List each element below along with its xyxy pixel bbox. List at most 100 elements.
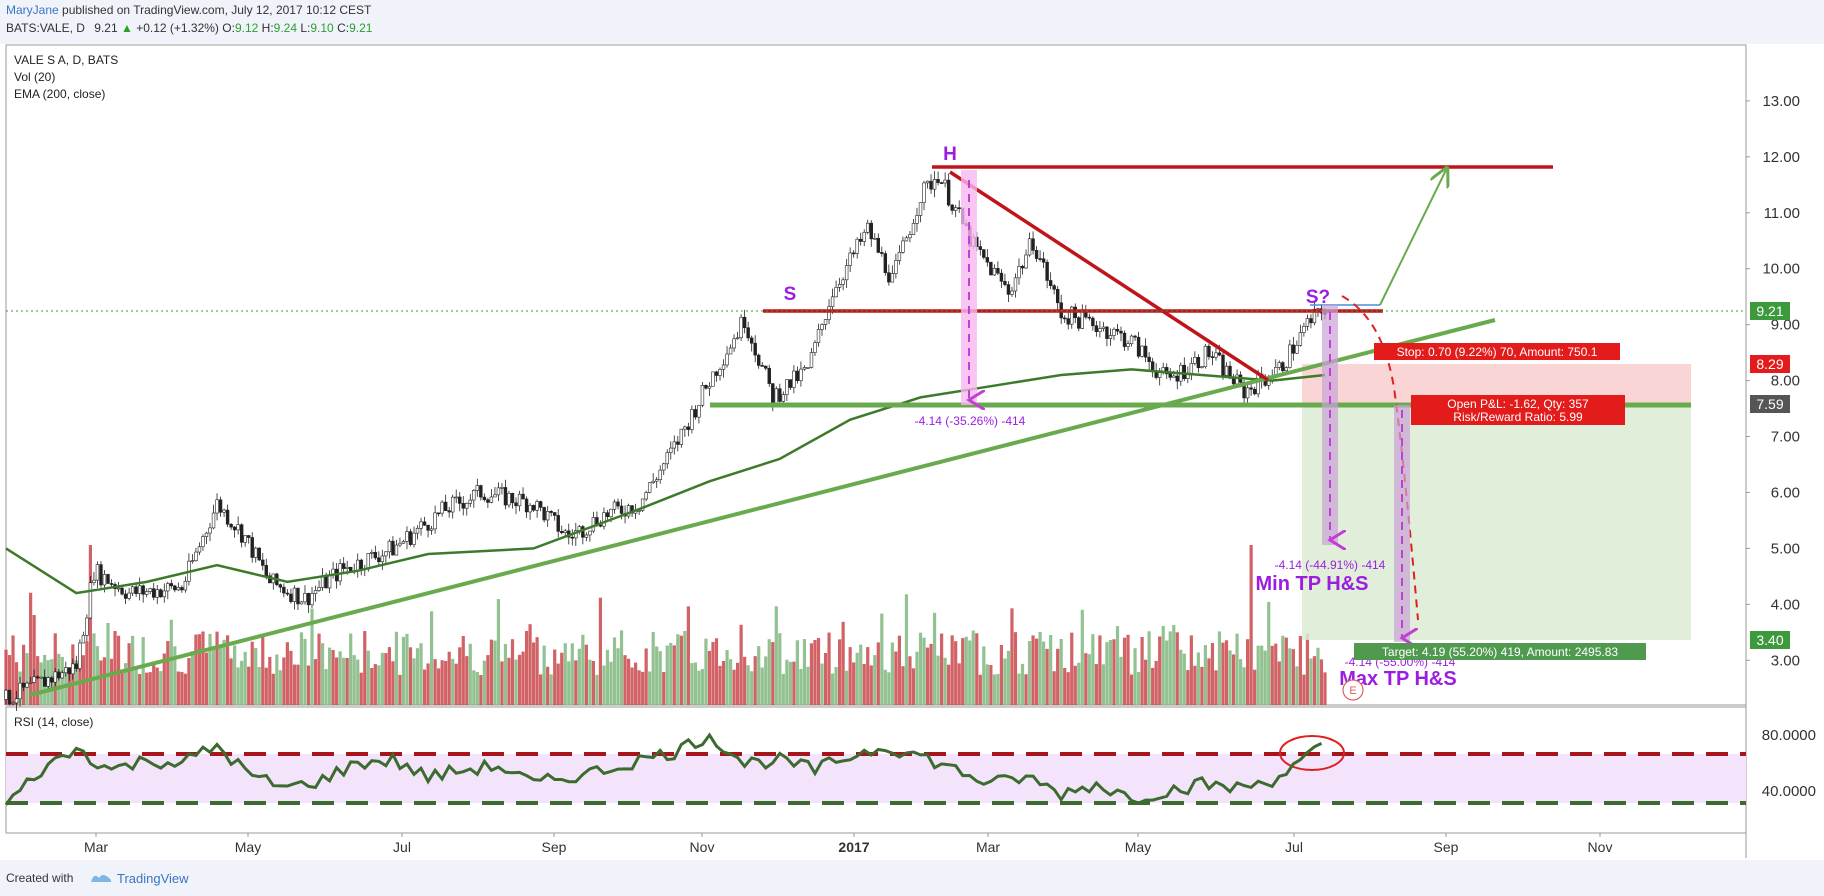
volume-bar [862, 663, 866, 705]
tradingview-logo-icon[interactable] [90, 870, 112, 884]
pnl-label: Open P&L: -1.62, Qty: 357 [1447, 397, 1589, 411]
volume-bar [943, 657, 947, 705]
time-axis[interactable]: Mar May Jul Sep Nov 2017 Mar May Jul Sep Nov [84, 833, 1613, 855]
candle [834, 280, 838, 298]
volume-bar [254, 648, 258, 705]
candle [173, 584, 177, 593]
volume-bar [1108, 640, 1113, 705]
volume-bar [1224, 640, 1229, 705]
volume-bar [521, 651, 525, 705]
measure-left-bar[interactable] [961, 170, 977, 405]
volume-bar [676, 634, 680, 705]
volume-bar [556, 663, 560, 705]
volume-bar [7, 655, 12, 705]
candle [1087, 313, 1092, 321]
candle [144, 588, 149, 598]
volume-bar [1263, 650, 1267, 705]
volume-bar [1165, 640, 1169, 705]
candle [932, 171, 937, 198]
target-zone[interactable] [1302, 405, 1691, 640]
price-axis[interactable]: 13.00 12.00 11.00 10.00 9.00 8.00 7.00 6.00 5.00… [1746, 93, 1800, 669]
volume-bar [1133, 648, 1137, 705]
price-tick-label: 8.00 [1771, 373, 1800, 390]
author-link[interactable]: MaryJane [6, 3, 59, 17]
volume-bar [1253, 669, 1257, 705]
volume-bar [275, 654, 279, 705]
volume-bar [792, 661, 796, 705]
volume-bar [669, 642, 673, 705]
volume-bar [662, 672, 666, 705]
volume-bar [827, 632, 831, 705]
volume-bar [461, 636, 465, 705]
candle [556, 509, 560, 538]
price-chart[interactable]: VALE S A, D, BATS Vol (20) EMA (200, clo… [0, 0, 1824, 860]
candle [183, 576, 188, 593]
volume-bar [760, 667, 764, 705]
volume-bar [1200, 666, 1204, 705]
candle [943, 172, 947, 188]
stop-label-box[interactable] [1374, 343, 1620, 360]
volume-bar [1267, 601, 1271, 705]
candle [28, 676, 33, 685]
tradingview-brand-link[interactable]: TradingView [117, 871, 189, 886]
volume-bar [437, 668, 441, 705]
volume-bar [408, 647, 413, 705]
target-label-box[interactable] [1354, 643, 1646, 660]
volume-bar [838, 639, 842, 705]
volume-bar [1196, 652, 1200, 705]
candle [419, 517, 423, 536]
candle [887, 264, 891, 286]
volume-bar [1136, 671, 1141, 705]
candle [1108, 328, 1113, 346]
volume-bar [1080, 609, 1084, 705]
rsi-line [4, 732, 1323, 806]
volume-bar [785, 659, 789, 705]
pnl-label-box[interactable] [1411, 395, 1625, 425]
candle [521, 487, 525, 500]
candle [725, 346, 729, 368]
candle [1006, 281, 1011, 303]
open-value: 9.12 [234, 21, 259, 35]
descending-trend-line[interactable] [949, 170, 1269, 382]
candle [1038, 250, 1042, 262]
uptrend-line[interactable] [29, 318, 1496, 697]
volume-bar [1056, 648, 1060, 705]
volume-bar [11, 635, 15, 705]
volume-bar [387, 647, 391, 705]
volume-bar [152, 661, 156, 705]
volume-bar [1246, 639, 1250, 705]
candle [313, 585, 318, 602]
close-label: C: [337, 21, 350, 35]
candle [299, 601, 304, 605]
volume-bar [373, 664, 377, 705]
volume-bar [1281, 635, 1285, 705]
publish-info: published on TradingView.com, July 12, 2… [62, 3, 372, 17]
candle [443, 494, 448, 511]
rsi-axis[interactable]: 80.0000 40.0000 [1762, 727, 1816, 800]
volume-bar [433, 659, 437, 705]
volume-bar [915, 651, 919, 705]
candle [700, 381, 705, 408]
volume-bar [975, 633, 979, 705]
volume-bar [728, 659, 733, 705]
candle [1224, 362, 1229, 376]
last-price: 9.21 [94, 21, 118, 35]
bullish-arrow[interactable] [1379, 170, 1446, 306]
candle [746, 321, 750, 342]
volume-bar [1144, 659, 1148, 705]
volume-bar [802, 639, 807, 705]
volume-bar [109, 658, 114, 705]
volume-bar [873, 655, 877, 705]
rsi-overbought-circle[interactable] [1279, 735, 1345, 771]
candle [1302, 322, 1306, 337]
earnings-marker[interactable] [1342, 679, 1364, 701]
max-tp-label: Max TP H&S [1339, 668, 1456, 690]
volume-bar [250, 641, 254, 705]
candle [39, 676, 43, 679]
volume-bar [1045, 648, 1049, 705]
legend-volume: Vol (20) [14, 70, 55, 84]
candle [676, 435, 680, 452]
volume-bar [1112, 639, 1116, 705]
candle [92, 571, 96, 586]
candle [806, 367, 810, 369]
